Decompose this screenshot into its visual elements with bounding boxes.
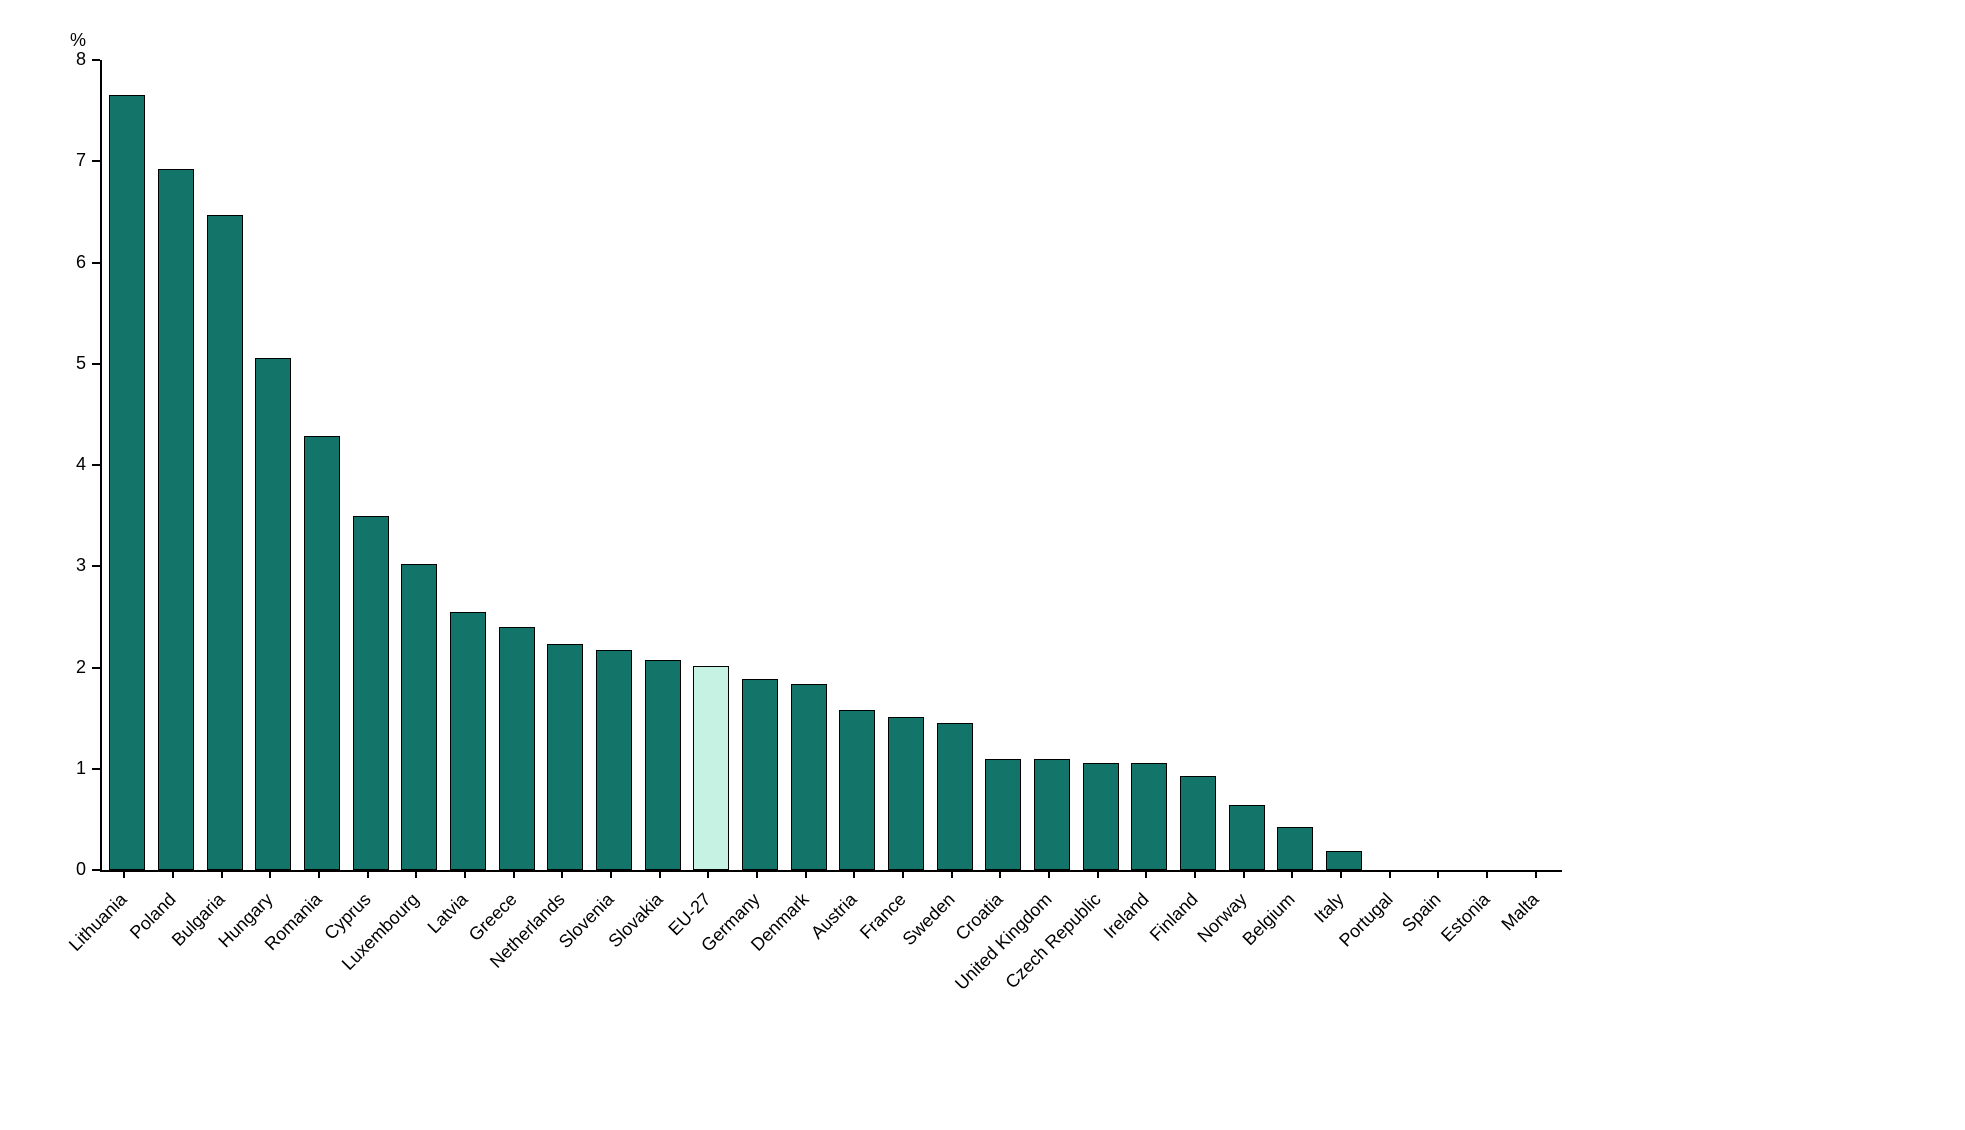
x-tick-mark xyxy=(415,870,417,878)
y-tick-label: 4 xyxy=(40,454,86,475)
y-tick-mark xyxy=(92,363,100,365)
y-tick-mark xyxy=(92,869,100,871)
x-tick-mark xyxy=(513,870,515,878)
bar xyxy=(353,516,389,870)
x-tick-mark xyxy=(805,870,807,878)
bar xyxy=(645,660,681,870)
x-tick-mark xyxy=(1291,870,1293,878)
y-tick-mark xyxy=(92,768,100,770)
x-tick-mark xyxy=(367,870,369,878)
y-tick-label: 7 xyxy=(40,150,86,171)
x-tick-mark xyxy=(464,870,466,878)
x-tick-mark xyxy=(269,870,271,878)
bar xyxy=(1131,763,1167,870)
y-tick-mark xyxy=(92,160,100,162)
x-tick-mark xyxy=(1486,870,1488,878)
x-tick-mark xyxy=(1048,870,1050,878)
bar xyxy=(937,723,973,870)
x-tick-mark xyxy=(659,870,661,878)
bar xyxy=(450,612,486,870)
bar xyxy=(791,684,827,870)
x-tick-mark xyxy=(1097,870,1099,878)
bar xyxy=(158,169,194,870)
y-tick-label: 3 xyxy=(40,555,86,576)
x-tick-mark xyxy=(951,870,953,878)
bar xyxy=(499,627,535,870)
bar xyxy=(255,358,291,870)
y-tick-label: 2 xyxy=(40,657,86,678)
bar xyxy=(839,710,875,870)
x-tick-mark xyxy=(123,870,125,878)
bar xyxy=(547,644,583,870)
x-tick-mark xyxy=(221,870,223,878)
bar xyxy=(693,666,729,871)
bar xyxy=(401,564,437,870)
bar xyxy=(1229,805,1265,870)
y-tick-label: 5 xyxy=(40,353,86,374)
bar xyxy=(1180,776,1216,870)
x-tick-mark xyxy=(1243,870,1245,878)
bar xyxy=(1326,851,1362,870)
x-tick-mark xyxy=(172,870,174,878)
bar-chart: % 012345678 LithuaniaPolandBulgariaHunga… xyxy=(40,20,1600,1130)
y-tick-mark xyxy=(92,464,100,466)
bar xyxy=(304,436,340,870)
y-tick-mark xyxy=(92,667,100,669)
x-tick-mark xyxy=(610,870,612,878)
x-tick-mark xyxy=(853,870,855,878)
plot-area xyxy=(100,60,1562,872)
bar xyxy=(1034,759,1070,870)
x-tick-mark xyxy=(318,870,320,878)
bar xyxy=(1083,763,1119,870)
y-tick-label: 0 xyxy=(40,859,86,880)
x-tick-mark xyxy=(561,870,563,878)
x-tick-mark xyxy=(1535,870,1537,878)
bar xyxy=(888,717,924,870)
y-tick-label: 8 xyxy=(40,49,86,70)
x-tick-mark xyxy=(1194,870,1196,878)
y-tick-mark xyxy=(92,59,100,61)
bar xyxy=(596,650,632,870)
x-tick-mark xyxy=(707,870,709,878)
y-tick-label: 6 xyxy=(40,252,86,273)
x-tick-mark xyxy=(1437,870,1439,878)
x-tick-mark xyxy=(756,870,758,878)
x-tick-mark xyxy=(1340,870,1342,878)
bar xyxy=(985,759,1021,870)
bar xyxy=(1277,827,1313,871)
bar xyxy=(742,679,778,870)
bar xyxy=(109,95,145,870)
y-tick-label: 1 xyxy=(40,758,86,779)
y-tick-mark xyxy=(92,262,100,264)
x-tick-mark xyxy=(902,870,904,878)
x-tick-mark xyxy=(999,870,1001,878)
x-tick-mark xyxy=(1389,870,1391,878)
y-tick-mark xyxy=(92,565,100,567)
y-axis-unit-label: % xyxy=(70,30,86,51)
bar xyxy=(207,215,243,870)
x-tick-mark xyxy=(1145,870,1147,878)
